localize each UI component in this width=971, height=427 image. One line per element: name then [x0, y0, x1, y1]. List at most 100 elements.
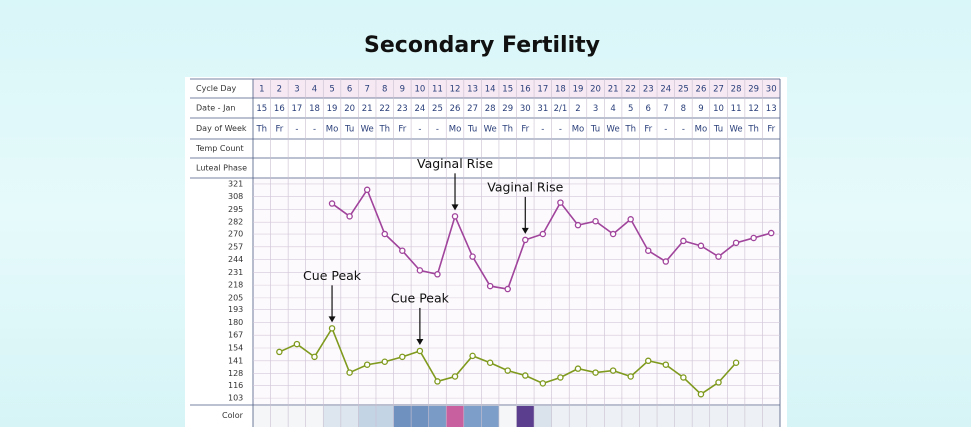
annotation-arrowhead [416, 338, 424, 345]
cycle-day: 7 [364, 85, 369, 95]
color-cell [463, 406, 482, 427]
weekday: Tu [467, 125, 477, 135]
cycle-day: 22 [625, 85, 636, 95]
y-tick-label: 295 [228, 205, 243, 214]
cycle-day: 26 [696, 85, 707, 95]
data-point [328, 200, 336, 207]
cycle-day: 23 [643, 85, 654, 95]
y-tick-label: 282 [228, 218, 243, 227]
date: 15 [256, 104, 267, 114]
data-point [469, 253, 476, 260]
row-label: Cycle Day [196, 84, 236, 93]
weekday: Tu [590, 125, 600, 135]
cycle-day: 12 [450, 85, 461, 95]
cycle-day: 21 [608, 85, 619, 95]
y-tick-label: 218 [228, 281, 243, 290]
weekday: Th [255, 125, 267, 135]
data-point [451, 373, 459, 380]
date: 18 [309, 104, 320, 114]
weekday: Fr [767, 125, 775, 135]
cycle-day: 14 [485, 85, 496, 95]
color-cell [481, 406, 499, 427]
data-point [363, 361, 371, 368]
data-point [662, 361, 670, 368]
data-point [346, 213, 353, 220]
color-cell [692, 406, 710, 427]
weekday: - [295, 125, 298, 135]
data-point [399, 247, 406, 254]
weekday: - [541, 125, 544, 135]
color-cell [270, 406, 289, 427]
data-point [434, 378, 441, 385]
y-tick-label: 193 [228, 305, 243, 314]
weekday: Th [747, 125, 759, 135]
weekday: Fr [521, 125, 529, 135]
annotation: Cue Peak [391, 290, 450, 305]
date: 4 [610, 104, 615, 114]
weekday: We [484, 125, 497, 135]
y-tick-label: 154 [228, 344, 243, 353]
date: 19 [327, 104, 338, 114]
y-tick-label: 128 [228, 369, 243, 378]
y-tick-label: 167 [228, 331, 243, 340]
date: 21 [362, 104, 373, 114]
y-tick-label: 116 [228, 381, 243, 390]
cycle-day: 27 [713, 85, 724, 95]
data-point [276, 348, 283, 356]
date: 5 [628, 104, 633, 114]
date: 9 [698, 104, 703, 114]
data-point [311, 353, 318, 361]
data-point [522, 372, 529, 379]
weekday: Th [624, 125, 636, 135]
weekday: Tu [344, 125, 354, 135]
data-point [645, 357, 652, 365]
color-cell [586, 406, 605, 427]
row-label: Date - Jan [196, 104, 235, 113]
data-point [416, 347, 424, 355]
data-point [434, 271, 441, 278]
y-tick-label: 180 [228, 318, 243, 327]
row-label: Temp Count [195, 144, 244, 153]
cycle-day: 16 [520, 85, 531, 95]
data-point [486, 282, 494, 290]
data-point [399, 353, 406, 361]
date: 8 [681, 104, 686, 114]
annotation: Cue Peak [303, 268, 362, 283]
date: 3 [593, 104, 598, 114]
date: 10 [713, 104, 724, 114]
data-point [645, 247, 652, 254]
data-point [609, 367, 617, 374]
color-cell [411, 406, 429, 427]
weekday: We [361, 125, 374, 135]
weekday: Mo [572, 125, 585, 135]
date: 11 [731, 104, 742, 114]
color-cell [253, 406, 271, 427]
date: 27 [467, 104, 478, 114]
cycle-day: 5 [329, 85, 334, 95]
data-point [381, 358, 388, 366]
cycle-day: 15 [502, 85, 513, 95]
color-cell [604, 406, 622, 427]
color-cell [762, 406, 780, 427]
data-point [557, 199, 564, 206]
data-point [680, 374, 687, 381]
data-point [363, 186, 371, 194]
y-tick-label: 205 [228, 293, 243, 302]
weekday: Mo [326, 125, 339, 135]
color-cell [498, 406, 517, 427]
cycle-day: 17 [537, 85, 548, 95]
date: 2/1 [554, 104, 568, 114]
data-point [732, 359, 740, 366]
cycle-day: 8 [382, 85, 387, 95]
weekday: Mo [449, 125, 462, 135]
data-point [486, 359, 494, 366]
annotation-arrowhead [521, 227, 529, 234]
date: 16 [274, 104, 285, 114]
color-cell [446, 406, 464, 427]
weekday: Fr [644, 125, 652, 135]
data-point [381, 230, 388, 238]
data-point [557, 374, 564, 381]
weekday: Fr [398, 125, 406, 135]
color-cell [534, 406, 552, 427]
